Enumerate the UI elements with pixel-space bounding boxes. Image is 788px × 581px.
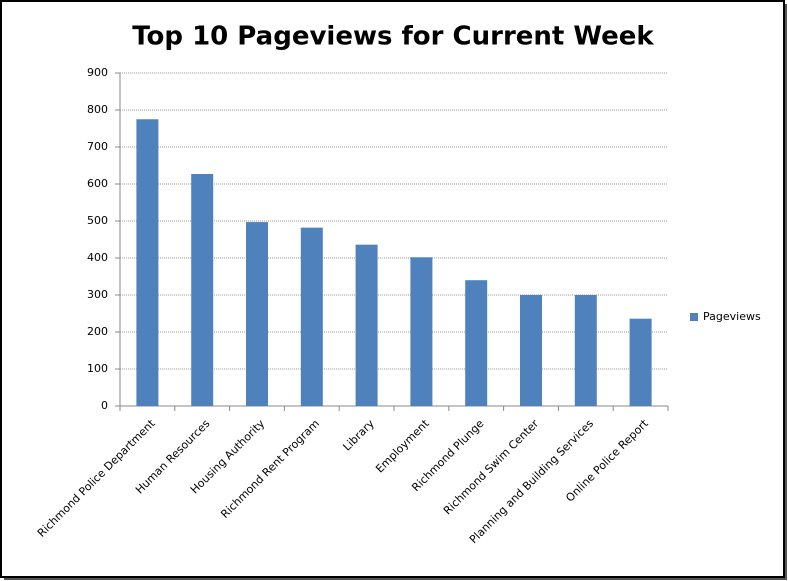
legend-swatch	[690, 313, 698, 321]
bar	[629, 318, 652, 406]
y-tick-label: 500	[87, 214, 108, 227]
y-tick-label: 200	[87, 325, 108, 338]
chart-title: Top 10 Pageviews for Current Week	[132, 22, 654, 52]
y-tick-label: 700	[87, 140, 108, 153]
bar	[300, 227, 323, 406]
y-tick-label: 800	[87, 103, 108, 116]
legend-label: Pageviews	[703, 310, 761, 323]
y-tick-label: 400	[87, 251, 108, 264]
bar	[191, 174, 214, 406]
y-tick-label: 0	[101, 399, 108, 412]
y-tick-label: 600	[87, 177, 108, 190]
y-tick-label: 100	[87, 362, 108, 375]
y-tick-label: 300	[87, 288, 108, 301]
bar	[465, 280, 488, 406]
bar	[246, 222, 268, 406]
bar	[136, 119, 159, 406]
bar	[574, 295, 597, 406]
y-tick-label: 900	[87, 66, 108, 79]
bar	[410, 257, 433, 406]
bar	[520, 295, 542, 406]
bar	[355, 244, 378, 406]
